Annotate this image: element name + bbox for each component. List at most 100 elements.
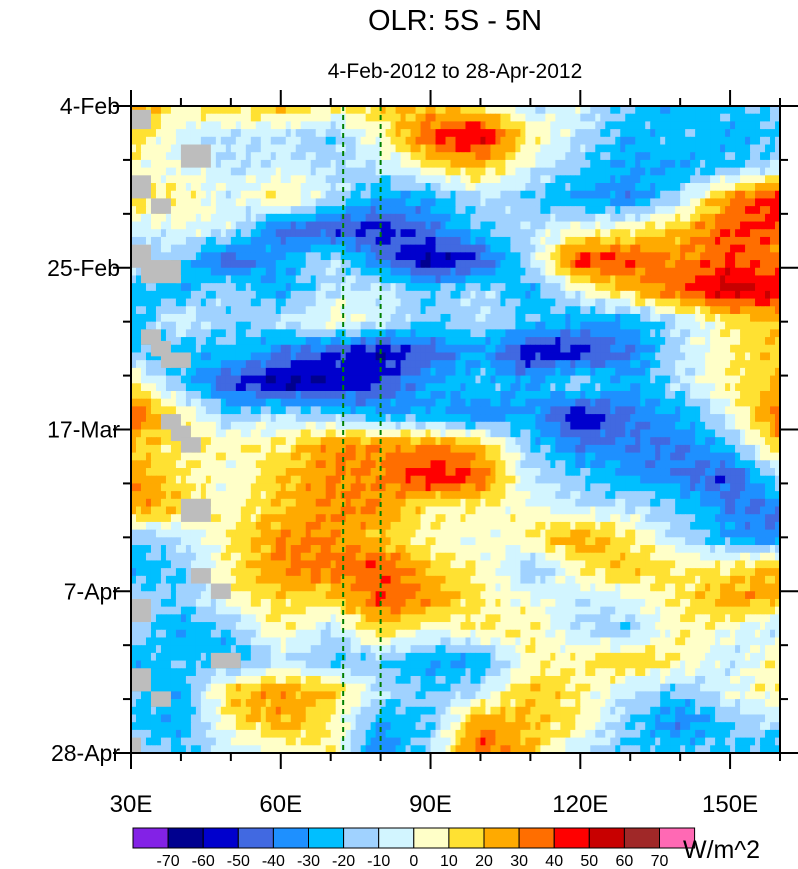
heat-cell <box>750 290 756 300</box>
heat-cell <box>255 206 262 215</box>
heat-cell <box>495 213 502 223</box>
heat-cell <box>580 360 586 369</box>
heat-cell <box>160 113 167 122</box>
heat-cell <box>760 121 766 130</box>
heat-cell <box>420 375 427 384</box>
heat-cell <box>260 229 267 238</box>
heat-cell <box>360 360 367 369</box>
heat-cell <box>200 129 207 138</box>
heat-cell <box>645 244 651 253</box>
heat-cell <box>225 367 232 377</box>
heat-cell <box>585 221 591 230</box>
heat-cell <box>265 383 272 392</box>
heat-cell <box>625 390 631 400</box>
heat-cell <box>595 152 601 161</box>
heat-cell <box>440 260 447 269</box>
heat-cell <box>660 306 666 315</box>
heat-cell <box>515 360 521 369</box>
heat-cell <box>705 152 711 161</box>
heat-cell <box>530 113 536 122</box>
heat-cell <box>755 367 761 377</box>
heat-cell <box>520 252 526 261</box>
heat-cell <box>475 321 482 330</box>
heat-cell <box>455 283 462 292</box>
heat-cell <box>485 129 492 138</box>
heat-cell <box>635 360 641 369</box>
heat-cell <box>770 229 776 238</box>
heat-cell <box>131 213 137 223</box>
heat-cell <box>335 229 342 238</box>
heat-cell <box>510 390 517 400</box>
heat-cell <box>350 198 357 207</box>
heat-cell <box>615 159 621 169</box>
heat-cell <box>710 275 716 284</box>
heat-cell <box>625 298 631 307</box>
heat-cell <box>545 244 551 253</box>
heat-cell <box>565 152 571 161</box>
heat-cell <box>150 167 157 176</box>
heat-cell <box>665 167 671 176</box>
heat-cell <box>210 244 217 253</box>
heat-cell <box>170 337 177 346</box>
heat-cell <box>320 144 327 153</box>
heat-cell <box>230 229 237 238</box>
heat-cell <box>660 337 666 346</box>
heat-cell <box>640 213 646 223</box>
heat-cell <box>280 190 287 200</box>
heat-cell <box>575 360 581 369</box>
heat-cell <box>475 136 482 146</box>
heat-cell <box>355 398 362 407</box>
heat-cell <box>500 283 507 292</box>
heat-cell <box>650 221 656 230</box>
heat-cell <box>440 383 447 392</box>
heat-cell <box>250 283 257 292</box>
heat-cell <box>620 152 626 161</box>
heat-cell <box>560 113 566 122</box>
heat-cell <box>575 260 581 269</box>
heat-cell <box>235 129 242 138</box>
heat-cell <box>425 267 432 277</box>
heat-cell <box>140 136 147 146</box>
heat-cell <box>265 152 272 161</box>
heat-cell <box>200 198 207 207</box>
heat-cell <box>520 298 526 307</box>
heat-cell <box>190 298 197 307</box>
heat-cell <box>160 190 167 200</box>
heat-cell <box>690 267 696 277</box>
heat-cell <box>200 236 207 246</box>
heat-cell <box>220 121 227 130</box>
heat-cell <box>410 229 417 238</box>
heat-cell <box>615 175 621 184</box>
heat-cell <box>245 275 252 284</box>
heat-cell <box>620 106 626 115</box>
heat-cell <box>375 221 382 230</box>
heat-cell <box>155 152 162 161</box>
heat-cell <box>585 337 591 346</box>
heat-cell <box>675 152 681 161</box>
heat-cell <box>480 167 487 176</box>
heat-cell <box>185 175 192 184</box>
heat-cell <box>660 152 666 161</box>
heat-cell <box>500 136 507 146</box>
heat-cell <box>400 198 407 207</box>
heat-cell <box>150 136 157 146</box>
heat-cell <box>555 275 561 284</box>
heat-cell <box>505 167 512 176</box>
heat-cell <box>755 375 761 384</box>
heat-cell <box>485 375 492 384</box>
heat-cell <box>675 260 681 269</box>
heat-cell <box>280 306 287 315</box>
heat-cell <box>335 221 342 230</box>
heat-cell <box>730 236 736 246</box>
heat-cell <box>720 321 726 330</box>
heat-cell <box>145 236 152 246</box>
heat-cell <box>595 298 601 307</box>
heat-cell <box>330 298 337 307</box>
heat-cell <box>740 329 746 338</box>
heat-cell <box>755 306 761 315</box>
heat-cell <box>635 213 641 223</box>
heat-cell <box>430 213 437 223</box>
heat-cell <box>165 144 172 153</box>
heat-cell <box>425 121 432 130</box>
heat-cell <box>740 159 746 169</box>
